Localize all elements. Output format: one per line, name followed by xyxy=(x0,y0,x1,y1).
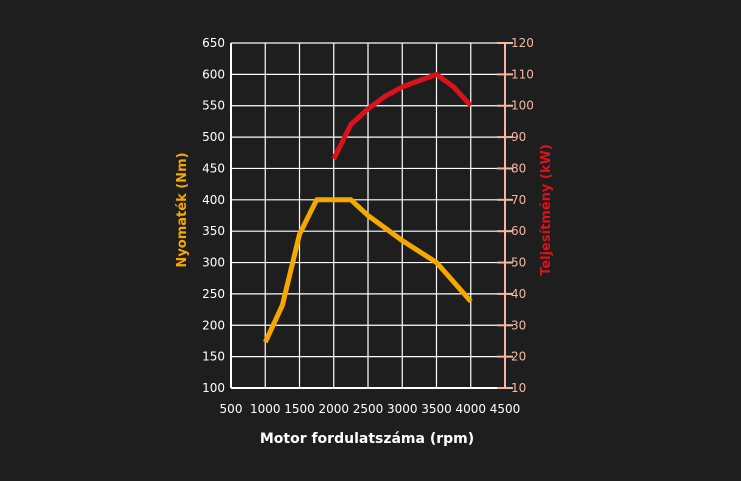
left-tick-label: 300 xyxy=(202,256,225,270)
left-axis-ticks: 100 150 200 250 300 350 400 450 500 550 600 650 xyxy=(202,36,225,395)
x-tick-label: 3500 xyxy=(421,402,452,416)
x-tick-label: 2000 xyxy=(318,402,349,416)
torque-series-line xyxy=(263,197,473,344)
right-tick-label: 70 xyxy=(511,193,526,207)
left-tick-label: 150 xyxy=(202,350,225,364)
x-axis-ticks: 500 1000 1500 2000 2500 3000 3500 4000 4500 xyxy=(220,402,521,416)
right-tick-label: 60 xyxy=(511,224,526,238)
x-tick-label: 4000 xyxy=(455,402,486,416)
x-tick-label: 1500 xyxy=(284,402,315,416)
x-tick-label: 2500 xyxy=(353,402,384,416)
x-tick-label: 4500 xyxy=(490,402,521,416)
grid xyxy=(230,42,506,389)
right-tick-label: 40 xyxy=(511,287,526,301)
right-tick-label: 20 xyxy=(511,350,526,364)
x-tick-label: 3000 xyxy=(387,402,418,416)
left-axis-title: Nyomaték (Nm) xyxy=(175,152,190,267)
right-tick-label: 100 xyxy=(511,99,534,113)
x-axis-title: Motor fordulatszáma (rpm) xyxy=(260,431,474,447)
power-series-line xyxy=(331,71,473,161)
right-tick-label: 90 xyxy=(511,130,526,144)
left-tick-label: 650 xyxy=(202,36,225,50)
right-tick-label: 50 xyxy=(511,256,526,270)
right-tick-label: 110 xyxy=(511,67,534,81)
right-axis-title: Teljesítmény (kW) xyxy=(539,144,554,276)
x-tick-label: 500 xyxy=(220,402,243,416)
left-tick-label: 550 xyxy=(202,99,225,113)
left-tick-label: 450 xyxy=(202,161,225,175)
right-tick-label: 10 xyxy=(511,381,526,395)
left-tick-label: 600 xyxy=(202,67,225,81)
left-tick-label: 100 xyxy=(202,381,225,395)
x-tick-label: 1000 xyxy=(250,402,281,416)
series xyxy=(263,71,473,344)
left-tick-label: 250 xyxy=(202,287,225,301)
left-tick-label: 400 xyxy=(202,193,225,207)
left-tick-label: 350 xyxy=(202,224,225,238)
left-tick-label: 200 xyxy=(202,318,225,332)
right-axis-ticks: 10 20 30 40 50 60 70 80 90 100 110 120 xyxy=(497,36,534,395)
right-tick-label: 30 xyxy=(511,318,526,332)
right-tick-label: 120 xyxy=(511,36,534,50)
left-tick-label: 500 xyxy=(202,130,225,144)
right-tick-label: 80 xyxy=(511,161,526,175)
